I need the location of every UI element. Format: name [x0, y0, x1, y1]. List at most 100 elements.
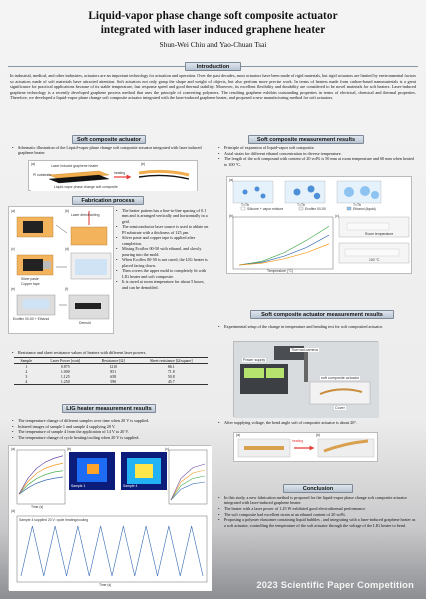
table-cell: 590 [91, 379, 135, 385]
table-cell: 3 [25, 374, 28, 379]
soft-results-heading: Soft composite measurement results [248, 135, 364, 144]
fig-label-demold: Demold [79, 321, 91, 325]
table-header: Resistance [Ω] [91, 357, 135, 364]
divider [241, 66, 418, 67]
fig-label-c: (c) [165, 447, 169, 451]
legend-item: Silicone + vapor mixture [247, 207, 284, 211]
fig-label-b: (b) [141, 162, 146, 166]
fabrication-diagram [16, 211, 112, 320]
table-row: 3 1.125 658 50.8 [14, 374, 208, 379]
list-item: Infrared images of sample 1 and sample 4… [12, 424, 208, 430]
fig-label-b: (b) [65, 209, 70, 213]
fig-label-dtitle: Sample 4 supplied 20 V: cycle heating/co… [19, 518, 89, 522]
fig-label-d: (d) [11, 509, 16, 513]
fabrication-bullets: The heater pattern has a line-to-line sp… [116, 208, 209, 290]
list-item: In this study, a new fabrication method … [218, 495, 416, 506]
list-item: The temperature change of different samp… [12, 418, 208, 424]
table-cell: 1.125 [60, 374, 70, 379]
soft-results-diagram [232, 180, 410, 270]
soft-actuator-heading: Soft composite actuator [72, 135, 146, 144]
list-item: After supplying voltage, the bend angle … [218, 420, 416, 426]
list-item: Proposing a polymer elastomer containing… [218, 517, 416, 528]
list-item: Experimental setup of the change in temp… [218, 324, 416, 330]
fig-label-copper: Copper tape [21, 282, 40, 286]
table-header: Laser Power [watt] [38, 357, 92, 364]
strain-chart-series-line [238, 243, 330, 266]
actuator-setup-photo: Thermal camera Power supply soft composi… [233, 341, 379, 418]
fig-label-heating: heating [114, 171, 126, 175]
voltage-sweep-line [170, 481, 206, 501]
poster-title-line1: Liquid-vapor phase change soft composite… [88, 10, 338, 22]
table-row: 4 1.250 590 45.7 [14, 379, 208, 385]
list-item: The temperature of sample 4 from the app… [12, 429, 208, 435]
competition-footer: 2023 Scientific Paper Competition [256, 579, 414, 590]
list-item: The semiconductor laser source is used t… [116, 224, 209, 235]
lig-a-x-label: Time (s) [31, 505, 44, 509]
fig-label-laser: Laser direct writing [71, 213, 100, 217]
divider [8, 66, 185, 67]
table-cell: 4 [14, 379, 39, 385]
introduction-heading: Introduction [185, 62, 241, 71]
voltage-sweep-line [170, 469, 206, 501]
fig-label-pi: PI substrate [33, 173, 52, 177]
voltage-sweep-line [170, 475, 206, 501]
list-item: Resistance and sheet resistance values o… [12, 350, 208, 356]
cycle-heating-line [20, 525, 204, 577]
table-cell: 851 [110, 369, 117, 374]
table-cell: 50.8 [167, 374, 175, 379]
conclusion-heading: Conclusion [283, 484, 353, 493]
strain-chart-series-line [238, 234, 330, 266]
lig-results-heading: LIG heater measurement results [62, 404, 156, 413]
list-item: The heater with a laser power of 1.25 W … [218, 506, 416, 512]
fig-label-actuator: soft composite actuator [320, 376, 361, 380]
fig-label-mix: Liquid-vapor phase change soft composite [54, 185, 118, 189]
table-cell: 45.7 [134, 379, 208, 385]
table-row: 2 1.000 851 71.8 [14, 369, 208, 374]
soft-results-figure: (a) (b) (c) T<Tb T=Tb T>Tb Silicone + va… [226, 176, 412, 274]
resistance-table: Sample Laser Power [watt] Resistance [Ω]… [14, 357, 208, 385]
table-cell: 0.875 [60, 364, 70, 369]
fabrication-figure: (a) (b) (c) (d) (e) (f) Laser direct wri… [8, 206, 114, 334]
fig-label-f: (f) [65, 287, 69, 291]
fig-label-a: (a) [31, 162, 36, 166]
lig-results-bullets: The temperature change of different samp… [12, 418, 208, 441]
list-item: When Ecoflex 00-50 is not cured, the LIG… [116, 257, 209, 268]
legend-item: Ethanol (liquid) [353, 207, 376, 211]
lig-results-charts [9, 446, 212, 591]
actuator-results-bullets: Experimental setup of the change in temp… [218, 324, 416, 330]
table-cell: 71.8 [167, 369, 175, 374]
soft-actuator-figure: (a) (b) Laser induced graphene heater PI… [28, 160, 198, 191]
soft-actuator-bullets: Schematic illustration of the Liquid-vap… [12, 145, 208, 156]
table-cell: 1 [25, 364, 28, 369]
fig-label-ecoflex: Ecoflex 00-50 + Ethanol [13, 317, 50, 321]
actuator-bend-bullet: After supplying voltage, the bend angle … [218, 420, 416, 426]
poster-authors: Shun-Wei Chiu and Yao-Chuan Tsai [159, 40, 267, 49]
resistance-bullet: Resistance and sheet resistance values o… [12, 350, 208, 356]
strain-x-label: Temperature (°C) [267, 269, 294, 273]
strain-chart-series-line [238, 225, 330, 266]
table-header: Sheet resistance [Ω/square] [134, 357, 208, 364]
list-item: The soft composite had excellent strain … [218, 512, 416, 518]
fig-label-b: (b) [67, 447, 72, 451]
list-item: Then covers the upper mold to completely… [116, 268, 209, 279]
fig-label-a: (a) [11, 447, 16, 451]
fig-label-t1: T<Tb [241, 203, 250, 207]
fabrication-heading: Fabrication process [72, 196, 144, 205]
table-header: Sample [14, 357, 39, 364]
fig-label-power: Power supply [242, 358, 267, 362]
table-cell: 2 [25, 369, 28, 374]
temperature-chart-series-line [18, 476, 64, 495]
conclusion-bullets: In this study, a new fabrication method … [218, 495, 416, 528]
voltage-sweep-line [170, 463, 206, 501]
fig-label-b: (b) [229, 214, 234, 218]
fig-label-a: (a) [236, 433, 241, 437]
poster-title-line2: integrated with laser induced graphene h… [100, 24, 326, 36]
actuator-setup-illustration [234, 342, 379, 418]
list-item: Silver paste and copper tape is applied … [116, 235, 209, 246]
fig-label-heating: heating [292, 439, 304, 443]
fig-label-a: (a) [11, 209, 16, 213]
table-cell: 1.000 [60, 369, 70, 374]
fig-label-lig: Laser induced graphene heater [51, 164, 99, 168]
list-item: Principle of expansion of liquid-vapor s… [218, 145, 416, 151]
